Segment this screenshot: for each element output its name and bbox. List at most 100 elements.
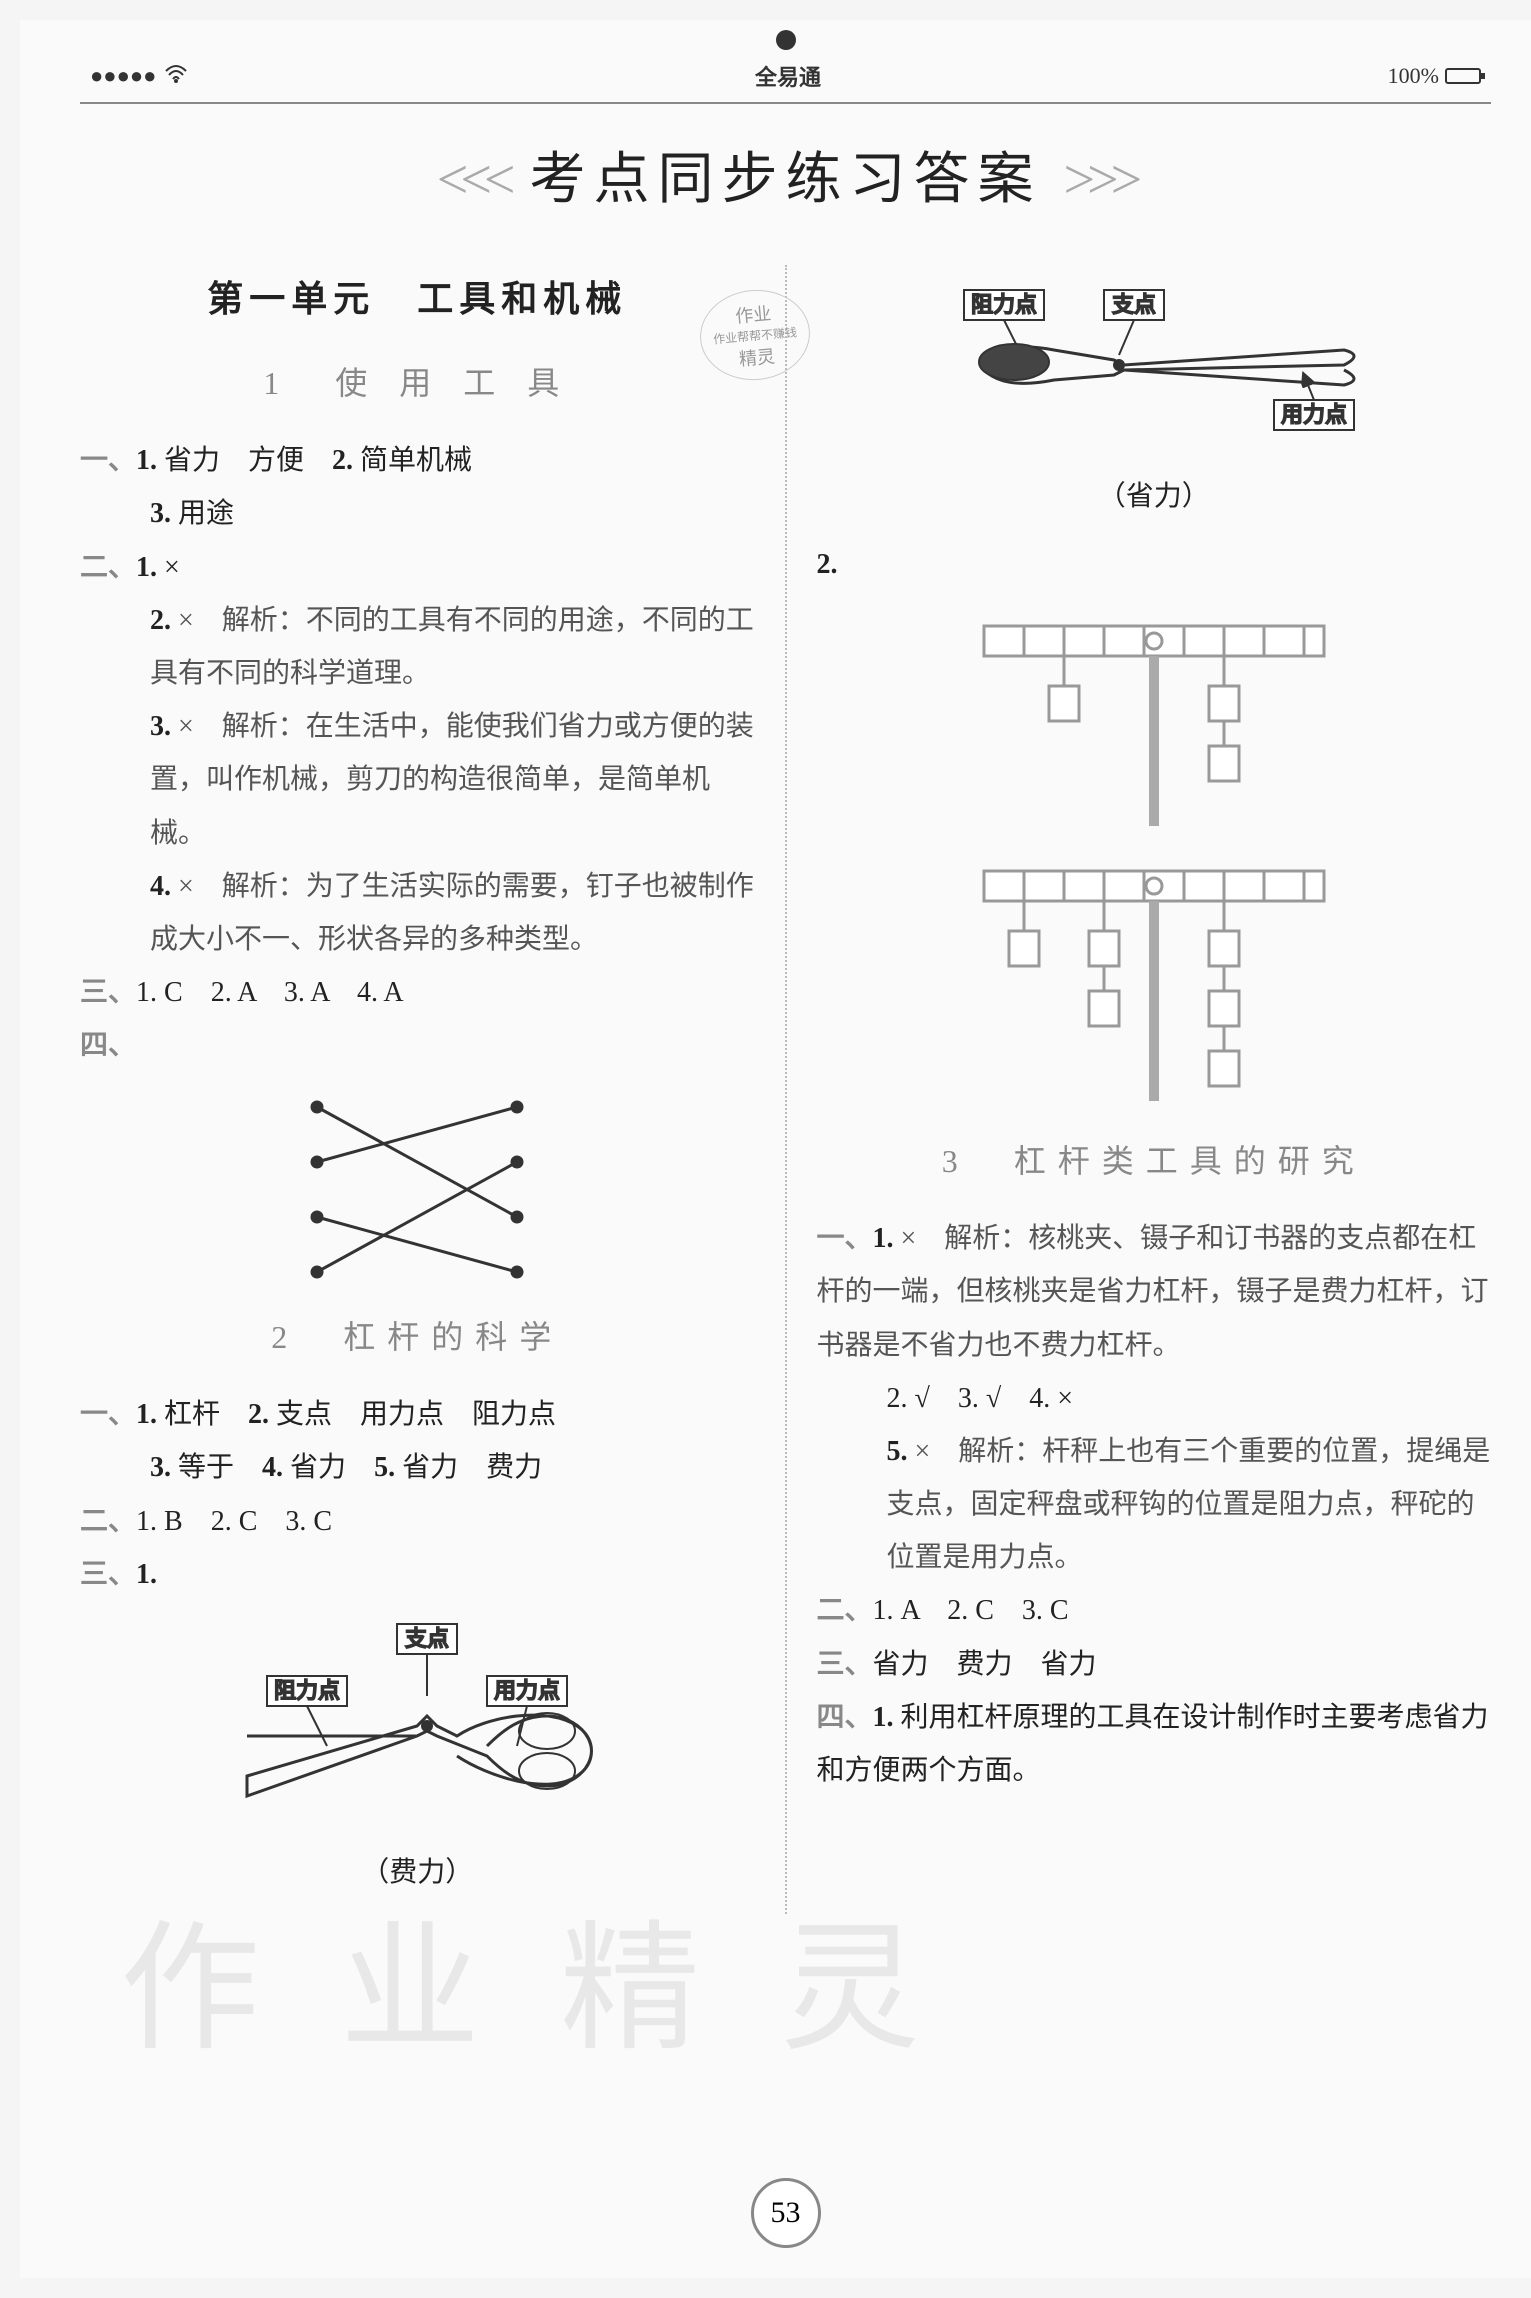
answer-line: 3. 等于 4. 省力 5. 省力 费力	[80, 1441, 755, 1494]
page-container: ●●●●● 全易通 100% <<< 考点同步练习答案 >>> 作业 作业帮帮不…	[20, 20, 1531, 2278]
main-title: <<< 考点同步练习答案 >>>	[80, 134, 1491, 215]
answer-text: 杠杆	[164, 1399, 220, 1430]
answer-text: 省力 方便	[164, 445, 304, 476]
answer-line: 一、1. × 解析：核桃夹、镊子和订书器的支点都在杠杆的一端，但核桃夹是省力杠杆…	[817, 1212, 1492, 1372]
item-num: 1.	[873, 1702, 894, 1733]
signal-dots: ●●●●●	[90, 63, 156, 89]
answer-text: × 解析：不同的工具有不同的用途，不同的工具有不同的科学道理。	[150, 605, 754, 689]
stamp-line1: 作业	[734, 299, 772, 328]
answer-line: 三、省力 费力 省力	[817, 1638, 1492, 1691]
q-label: 三、	[80, 977, 136, 1008]
angle-right-icon: >>>	[1064, 149, 1135, 211]
answer-text: 1. A 2. C 3. C	[873, 1595, 1069, 1626]
scissors-caption: （费力）	[80, 1846, 755, 1899]
status-left: ●●●●●	[90, 63, 188, 89]
svg-text:用力点: 用力点	[1281, 402, 1347, 427]
answer-text: 等于	[178, 1452, 234, 1483]
section-1-title: 1 使 用 工 具	[80, 353, 755, 414]
answer-text: 用途	[178, 498, 234, 529]
q-label: 三、	[817, 1649, 873, 1680]
answer-text: 省力	[290, 1452, 346, 1483]
q-label: 二、	[817, 1595, 873, 1626]
fulcrum-label: 支点	[405, 1626, 449, 1651]
status-right: 100%	[1388, 63, 1481, 89]
answer-line: 一、1. 杠杆 2. 支点 用力点 阻力点	[80, 1388, 755, 1441]
answer-line: 二、1. ×	[80, 541, 755, 594]
answer-text: 1. C 2. A 3. A 4. A	[136, 977, 404, 1008]
matching-diagram	[80, 1087, 755, 1287]
answer-line: 2. √ 3. √ 4. ×	[817, 1372, 1492, 1425]
item-num: 1.	[136, 1399, 157, 1430]
pliers-diagram: 阻力点 支点 用力点 （省力）	[817, 280, 1492, 523]
answer-line: 三、1.	[80, 1548, 755, 1601]
effort-label: 用力点	[494, 1678, 560, 1703]
balance-diagram-2	[817, 851, 1492, 1111]
answer-line: 2.	[817, 538, 1492, 591]
columns: 第一单元 工具和机械 1 使 用 工 具 一、1. 省力 方便 2. 简单机械 …	[80, 265, 1491, 1914]
stamp-line3: 精灵	[738, 342, 776, 371]
item-num: 1.	[136, 445, 157, 476]
top-dot	[776, 30, 796, 50]
resistance-label: 阻力点	[274, 1678, 340, 1703]
answer-text: 利用杠杆原理的工具在设计制作时主要考虑省力和方便两个方面。	[817, 1702, 1489, 1786]
item-num: 3.	[150, 711, 171, 742]
answer-text: 2. √ 3. √ 4. ×	[887, 1383, 1074, 1414]
item-num: 5.	[887, 1436, 908, 1467]
svg-text:支点: 支点	[1112, 292, 1156, 317]
answer-line: 一、1. 省力 方便 2. 简单机械	[80, 434, 755, 487]
angle-left-icon: <<<	[437, 149, 508, 211]
section-2-title: 2 杠杆的科学	[80, 1307, 755, 1368]
answer-line: 三、1. C 2. A 3. A 4. A	[80, 966, 755, 1019]
battery-pct: 100%	[1388, 63, 1439, 89]
q-label: 二、	[80, 1506, 136, 1537]
page-number: 53	[751, 2178, 821, 2248]
item-num: 4.	[262, 1452, 283, 1483]
answer-line: 四、	[80, 1019, 755, 1072]
battery-icon	[1445, 68, 1481, 84]
status-bar: ●●●●● 全易通 100%	[80, 60, 1491, 104]
answer-text: 简单机械	[360, 445, 472, 476]
answer-text: 省力 费力	[402, 1452, 542, 1483]
q-label: 一、	[80, 445, 136, 476]
item-num: 3.	[150, 1452, 171, 1483]
item-num: 1.	[136, 552, 157, 583]
answer-line: 四、1. 利用杠杆原理的工具在设计制作时主要考虑省力和方便两个方面。	[817, 1691, 1492, 1797]
unit-title: 第一单元 工具和机械	[80, 265, 755, 333]
pliers-caption: （省力）	[817, 470, 1492, 523]
answer-text: ×	[164, 552, 180, 583]
item-num: 1.	[873, 1223, 894, 1254]
item-num: 2.	[817, 549, 838, 580]
answer-line: 3. 用途	[80, 487, 755, 540]
answer-text: 省力 费力 省力	[873, 1649, 1097, 1680]
answer-line: 2. × 解析：不同的工具有不同的用途，不同的工具有不同的科学道理。	[80, 594, 755, 700]
left-column: 第一单元 工具和机械 1 使 用 工 具 一、1. 省力 方便 2. 简单机械 …	[80, 265, 755, 1914]
q-label: 三、	[80, 1559, 136, 1590]
answer-text: × 解析：在生活中，能使我们省力或方便的装置，叫作机械，剪刀的构造很简单，是简单…	[150, 711, 754, 848]
q-label: 一、	[80, 1399, 136, 1430]
scissors-diagram: 支点 阻力点 用力点 （费力）	[80, 1616, 755, 1899]
svg-text:阻力点: 阻力点	[971, 292, 1037, 317]
item-num: 4.	[150, 871, 171, 902]
q-label: 四、	[80, 1030, 136, 1061]
answer-text: 支点 用力点 阻力点	[276, 1399, 556, 1430]
answer-line: 二、1. B 2. C 3. C	[80, 1495, 755, 1548]
answer-text: × 解析：核桃夹、镊子和订书器的支点都在杠杆的一端，但核桃夹是省力杠杆，镊子是费…	[817, 1223, 1489, 1360]
answer-text: × 解析：杆秤上也有三个重要的位置，提绳是支点，固定秤盘或秤钩的位置是阻力点，秤…	[887, 1436, 1491, 1573]
answer-line: 5. × 解析：杆秤上也有三个重要的位置，提绳是支点，固定秤盘或秤钩的位置是阻力…	[817, 1425, 1492, 1585]
item-num: 2.	[248, 1399, 269, 1430]
wifi-icon	[164, 63, 188, 89]
item-num: 3.	[150, 498, 171, 529]
column-divider	[785, 265, 787, 1914]
answer-text: 1. B 2. C 3. C	[136, 1506, 332, 1537]
q-label: 二、	[80, 552, 136, 583]
q-label: 四、	[817, 1702, 873, 1733]
main-title-text: 考点同步练习答案	[530, 149, 1042, 211]
item-num: 2.	[332, 445, 353, 476]
answer-line: 4. × 解析：为了生活实际的需要，钉子也被制作成大小不一、形状各异的多种类型。	[80, 860, 755, 966]
section-3-title: 3 杠杆类工具的研究	[817, 1131, 1492, 1192]
q-label: 一、	[817, 1223, 873, 1254]
right-column: 阻力点 支点 用力点 （省力）	[817, 265, 1492, 1914]
answer-line: 二、1. A 2. C 3. C	[817, 1584, 1492, 1637]
item-num: 5.	[374, 1452, 395, 1483]
answer-text: × 解析：为了生活实际的需要，钉子也被制作成大小不一、形状各异的多种类型。	[150, 871, 754, 955]
